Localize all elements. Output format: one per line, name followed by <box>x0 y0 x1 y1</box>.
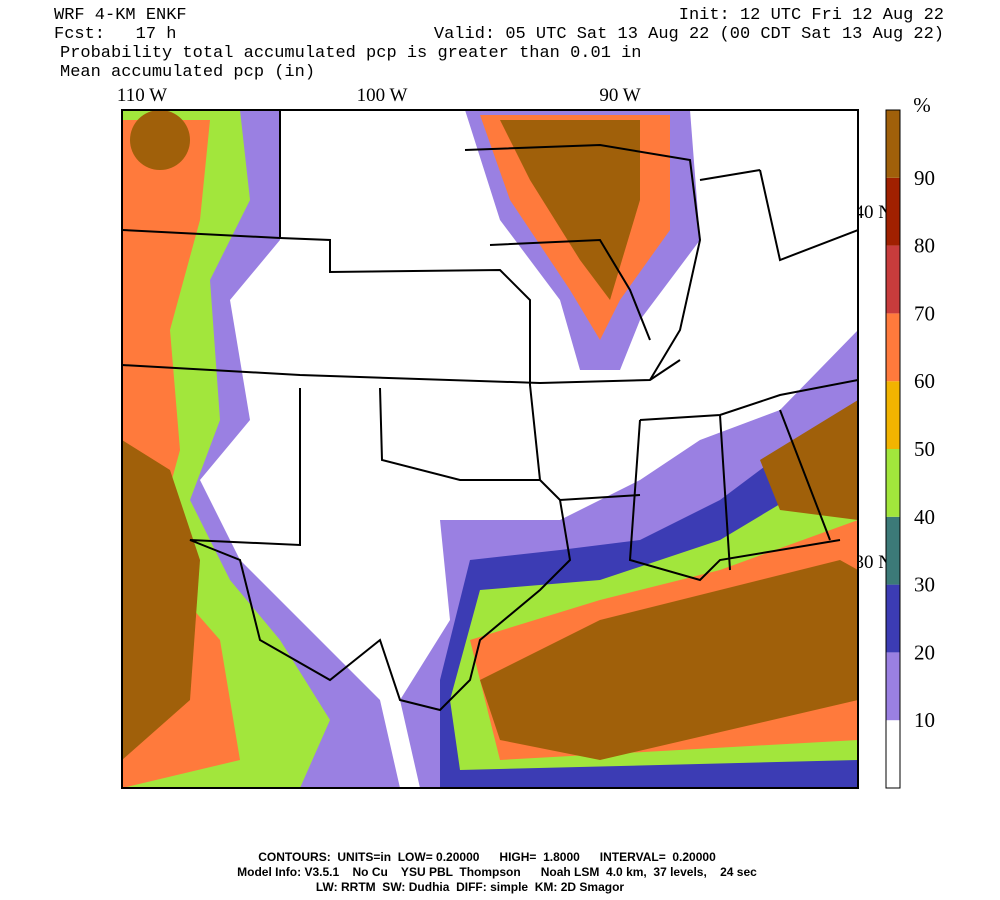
valid-time: Valid: 05 UTC Sat 13 Aug 22 (00 CDT Sat … <box>434 25 944 44</box>
init-time: Init: 12 UTC Fri 12 Aug 22 <box>679 6 944 25</box>
map-frame <box>121 109 859 789</box>
colorbar-swatch <box>886 652 900 721</box>
colorbar-label: 40 <box>914 505 935 529</box>
colorbar-swatch <box>886 177 900 246</box>
contour-field: Mean accumulated pcp (in) <box>60 63 315 82</box>
colorbar-label: 80 <box>914 234 935 258</box>
colorbar-label: 70 <box>914 301 935 325</box>
colorbar-swatch <box>886 110 900 178</box>
colorbar-label: 10 <box>914 708 935 732</box>
colorbar-unit: % <box>913 93 931 117</box>
colorbar-label: 20 <box>914 640 935 664</box>
precip-area <box>122 440 200 760</box>
latitude-label: 40 N <box>855 202 893 223</box>
colorbar-swatch <box>886 720 900 788</box>
fill-field: Probability total accumulated pcp is gre… <box>60 44 642 63</box>
latitude-label: 30 N <box>855 552 893 573</box>
precip-area <box>760 400 858 520</box>
colorbar-swatch <box>886 245 900 314</box>
precip-area <box>130 110 190 170</box>
footer-contours: CONTOURS: UNITS=in LOW= 0.20000 HIGH= 1.… <box>258 850 716 864</box>
footer-model-info: Model Info: V3.5.1 No Cu YSU PBL Thompso… <box>237 865 757 879</box>
colorbar-swatch <box>886 381 900 449</box>
state-borders <box>122 110 858 712</box>
colorbar-swatch <box>886 313 900 382</box>
colorbar-swatch <box>886 584 900 653</box>
colorbar-frame <box>885 109 901 789</box>
longitude-label: 110 W <box>117 85 167 106</box>
colorbar-swatch <box>886 449 900 517</box>
colorbar-label: 30 <box>914 573 935 597</box>
footer-physics: LW: RRTM SW: Dudhia DIFF: simple KM: 2D … <box>316 880 625 894</box>
model-title: WRF 4-KM ENKF <box>54 6 187 25</box>
colorbar: % 10 20 30 40 50 60 70 80 90 <box>885 93 935 789</box>
colorbar-label: 60 <box>914 369 935 393</box>
precip-area <box>500 120 640 300</box>
longitude-label: 90 W <box>599 85 640 106</box>
precip-area <box>480 560 858 760</box>
colorbar-label: 90 <box>914 166 935 190</box>
colorbar-swatch <box>886 516 900 585</box>
map-area <box>121 109 859 789</box>
forecast-hour: Fcst: 17 h <box>54 25 176 44</box>
colorbar-label: 50 <box>914 437 935 461</box>
longitude-label: 100 W <box>357 85 408 106</box>
